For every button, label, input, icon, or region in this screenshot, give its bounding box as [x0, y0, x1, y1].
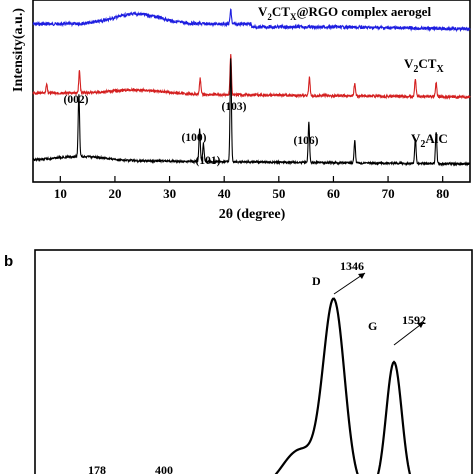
x-tick-label: 80: [436, 186, 449, 201]
xrd-curves: [32, 8, 471, 167]
raman-peak-g-arrowhead: [417, 322, 424, 328]
peak-label-103: (103): [222, 101, 247, 113]
series-label-v2alc: V2AlC: [411, 131, 448, 150]
panel-b-letter: b: [4, 253, 13, 270]
x-tick-label: 60: [327, 186, 340, 201]
raman-peak-g-label: G: [368, 319, 377, 333]
raman-peak-g-arrow: [393, 321, 425, 346]
x-axis-ticks: 10 20 30 40 50 60 70 80: [54, 176, 449, 201]
xrd-series-line: [32, 8, 471, 33]
raman-peak-d-label: D: [312, 274, 321, 288]
panel-b-plot-area: [34, 249, 473, 474]
peak-label-106: (106): [294, 135, 319, 147]
cropped-label-1: 178: [88, 463, 106, 474]
raman-peak-d-arrowhead: [358, 273, 365, 279]
x-tick-label: 10: [54, 186, 67, 201]
raman-curve: [274, 297, 412, 474]
x-tick-label: 50: [272, 186, 285, 201]
raman-peak-d-arrow: [333, 272, 366, 295]
x-tick-label: 30: [163, 186, 176, 201]
peak-label-100: (100): [182, 132, 207, 144]
xrd-series-line: [32, 54, 471, 100]
x-tick-label: 20: [108, 186, 121, 201]
x-tick-label: 40: [218, 186, 231, 201]
raman-peak-d-value: 1346: [340, 259, 364, 273]
peak-label-101: (101): [196, 155, 221, 167]
peak-label-002: (002): [64, 94, 89, 106]
x-axis-title: 2θ (degree): [219, 207, 286, 222]
x-tick-label: 70: [382, 186, 395, 201]
xrd-series-line: [32, 58, 471, 167]
cropped-label-2: 400: [155, 463, 173, 474]
y-axis-title: Intensity(a.u.): [11, 8, 26, 92]
series-label-v2ctx: V2CTX: [404, 56, 444, 75]
panel-a-plot-area: [32, 0, 471, 183]
series-label-aerogel: V2CTX@RGO complex aerogel: [258, 4, 431, 22]
